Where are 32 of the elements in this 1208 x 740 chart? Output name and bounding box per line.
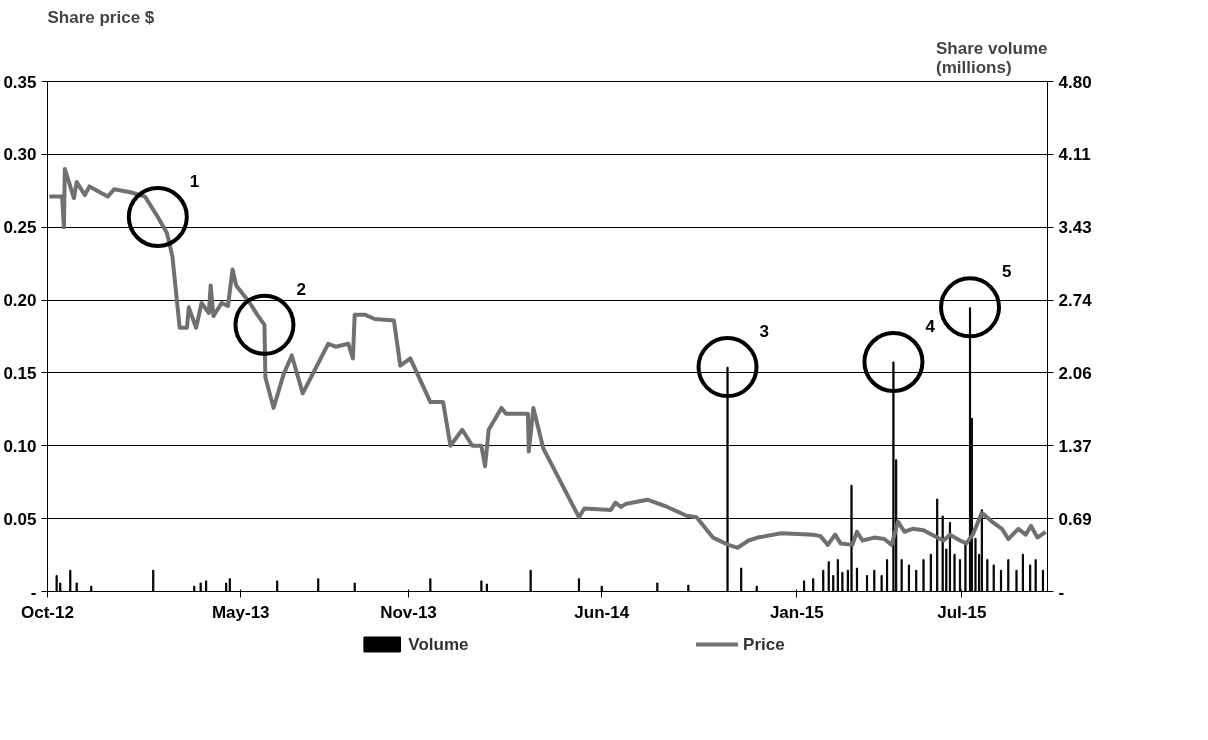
- y2-axis-title: Share volume (millions): [936, 38, 1048, 77]
- line-series: [47, 166, 1048, 550]
- y2-tick-label: 0.69: [1058, 509, 1092, 529]
- y2-tick-label: 2.74: [1058, 291, 1093, 311]
- x-tick-label: Jan-15: [769, 602, 824, 622]
- annotation: 5: [1002, 262, 1012, 282]
- x-tick-label: Oct-12: [21, 602, 74, 622]
- legend-label: Price: [743, 635, 785, 654]
- x-tick-label: Nov-13: [380, 602, 437, 622]
- y-tick-label: -: [30, 582, 37, 602]
- y-tick-label: 0.35: [3, 72, 37, 92]
- y-tick-label: 0.10: [3, 436, 37, 456]
- y2-tick-label: 2.06: [1058, 363, 1092, 383]
- y-tick-label: 0.20: [3, 291, 37, 311]
- x-tick-label: Jul-15: [937, 602, 987, 622]
- y2-tick-label: -: [1058, 582, 1065, 602]
- x-tick-label: Jun-14: [574, 602, 630, 622]
- annotation: 2: [296, 279, 306, 299]
- y-tick-label: 0.15: [3, 363, 37, 383]
- annotation: 4: [925, 317, 936, 336]
- y2-tick-label: 4.80: [1058, 72, 1092, 92]
- legend-label: Volume: [408, 635, 469, 654]
- y-tick-label: 0.05: [3, 509, 37, 529]
- y-tick-label: 0.25: [3, 218, 37, 238]
- annotation: 3: [759, 322, 770, 342]
- y-tick-label: 0.30: [3, 145, 37, 165]
- annotation: 1: [189, 172, 200, 192]
- x-tick-label: May-13: [211, 602, 270, 622]
- y-axis-title: Share price $: [47, 7, 155, 27]
- y2-tick-label: 4.11: [1058, 145, 1091, 165]
- y2-tick-label: 1.37: [1058, 436, 1092, 456]
- y2-tick-label: 3.43: [1058, 218, 1092, 238]
